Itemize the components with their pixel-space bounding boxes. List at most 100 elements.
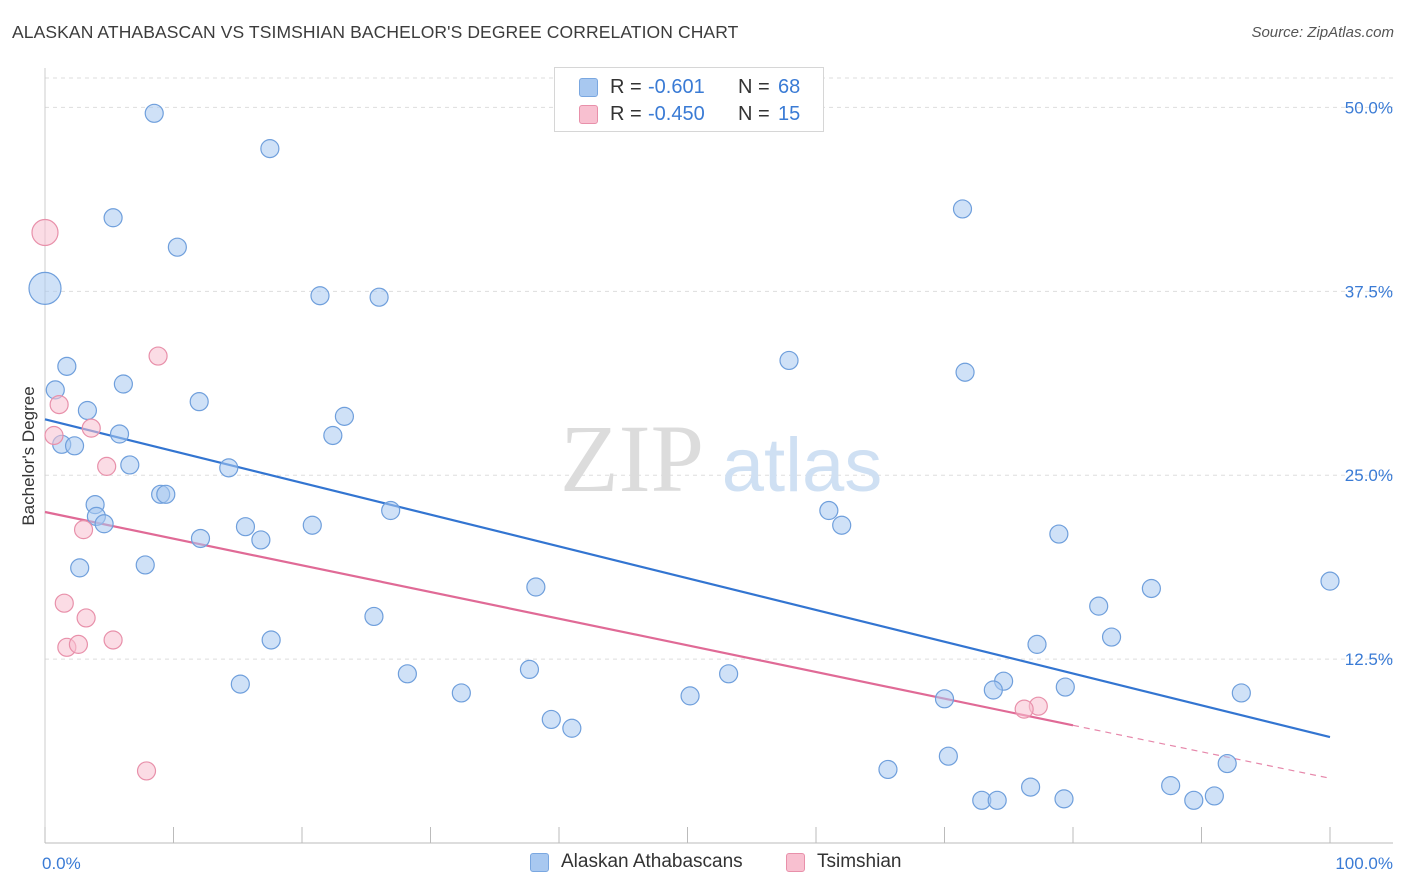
- data-point-athabascan: [719, 664, 739, 684]
- legend-n-value: 15: [778, 102, 801, 125]
- legend-item-athabascan: Alaskan Athabascans: [530, 851, 743, 873]
- x-tick-label: 100.0%: [1335, 854, 1393, 873]
- legend-n-label: N =: [738, 75, 770, 98]
- data-point-athabascan: [519, 659, 540, 680]
- legend-label-tsimshian: Tsimshian: [817, 851, 902, 872]
- data-point-athabascan: [109, 424, 130, 444]
- data-point-athabascan: [934, 689, 955, 709]
- axes: [44, 68, 1393, 844]
- data-point-athabascan: [310, 286, 330, 306]
- legend-label-athabascan: Alaskan Athabascans: [561, 851, 743, 872]
- data-point-tsimshian: [97, 456, 117, 476]
- data-point-athabascan: [190, 528, 211, 549]
- chart-title: ALASKAN ATHABASCAN VS TSIMSHIAN BACHELOR…: [12, 22, 739, 42]
- data-point-tsimshian: [81, 418, 101, 438]
- watermark: ZIP atlas: [560, 405, 882, 512]
- data-point-athabascan: [819, 500, 839, 521]
- legend-swatch-tsimshian: [786, 852, 805, 872]
- data-point-athabascan: [541, 709, 561, 730]
- legend-r-label: R =: [610, 75, 642, 98]
- data-point-athabascan: [235, 517, 256, 537]
- data-point-athabascan: [57, 356, 77, 376]
- y-tick-label: 12.5%: [1345, 650, 1393, 669]
- correlation-legend: R = -0.601 N = 68 R = -0.450 N = 15: [554, 67, 824, 132]
- data-point-athabascan: [1204, 786, 1224, 806]
- watermark-atlas: atlas: [722, 423, 883, 508]
- data-point-tsimshian: [73, 520, 94, 540]
- data-point-athabascan: [1089, 596, 1109, 616]
- trend-line-1: [44, 510, 1074, 727]
- data-point-athabascan: [1320, 571, 1340, 591]
- data-point-tsimshian: [68, 634, 89, 654]
- data-point-tsimshian: [76, 608, 96, 628]
- data-point-athabascan: [1217, 753, 1237, 774]
- data-point-athabascan: [562, 718, 582, 738]
- source-label: Source: ZipAtlas.com: [1251, 24, 1394, 41]
- data-point-tsimshian: [148, 346, 168, 366]
- data-point-tsimshian: [54, 593, 74, 613]
- watermark-zip: ZIP: [560, 405, 704, 512]
- data-point-athabascan: [381, 500, 401, 521]
- data-point-athabascan: [878, 759, 898, 780]
- data-point-athabascan: [1027, 634, 1047, 654]
- data-point-athabascan: [323, 425, 343, 446]
- data-point-athabascan: [70, 558, 90, 578]
- data-point-athabascan: [144, 103, 164, 123]
- data-point-athabascan: [832, 515, 852, 535]
- data-point-athabascan: [64, 436, 85, 456]
- data-points: [28, 103, 1340, 810]
- data-point-athabascan: [167, 237, 187, 257]
- legend-swatch-athabascan: [530, 852, 549, 872]
- tick-labels: 12.5% 25.0% 37.5% 50.0% 0.0% 100.0%: [42, 98, 1393, 873]
- legend-row-athabascan: R = -0.601 N = 68: [579, 74, 800, 100]
- data-point-athabascan: [1055, 677, 1075, 697]
- data-point-athabascan: [77, 400, 98, 421]
- data-point-tsimshian: [136, 761, 157, 781]
- data-point-athabascan: [526, 577, 546, 597]
- y-axis-label: Bachelor's Degree: [19, 386, 38, 525]
- data-point-tsimshian: [49, 394, 69, 415]
- legend-n-label: N =: [738, 102, 770, 125]
- x-tick-label: 0.0%: [42, 854, 81, 873]
- data-point-tsimshian: [103, 630, 123, 650]
- data-point-athabascan: [1231, 683, 1251, 703]
- data-point-athabascan: [120, 455, 140, 475]
- y-tick-label: 25.0%: [1345, 466, 1393, 485]
- data-point-athabascan: [1054, 789, 1074, 809]
- data-point-athabascan: [1161, 776, 1181, 796]
- data-point-athabascan: [397, 664, 417, 684]
- data-point-athabascan: [302, 515, 322, 535]
- legend-r-label: R =: [610, 102, 642, 125]
- data-point-athabascan: [779, 350, 799, 371]
- data-point-athabascan: [364, 606, 384, 627]
- legend-swatch-tsimshian: [579, 104, 598, 124]
- grid-lines: [45, 77, 1393, 660]
- trend-line-0: [44, 418, 1331, 739]
- data-point-athabascan: [230, 674, 250, 694]
- data-point-athabascan: [369, 287, 389, 307]
- data-point-athabascan: [334, 406, 355, 426]
- data-point-athabascan: [260, 139, 280, 159]
- data-point-athabascan: [451, 683, 471, 703]
- data-point-tsimshian: [44, 425, 64, 446]
- data-point-athabascan: [189, 392, 209, 412]
- data-point-athabascan: [113, 374, 133, 394]
- data-point-athabascan: [952, 199, 973, 219]
- trend-lines: [44, 418, 1331, 779]
- data-point-athabascan: [983, 680, 1003, 700]
- data-point-athabascan: [1184, 790, 1204, 810]
- data-point-athabascan: [135, 555, 155, 575]
- legend-r-value: -0.450: [648, 102, 705, 125]
- data-point-tsimshian: [1014, 699, 1034, 719]
- data-point-athabascan: [955, 362, 975, 382]
- data-point-athabascan: [251, 530, 271, 550]
- data-point-athabascan: [1101, 627, 1122, 647]
- series-legend: Alaskan Athabascans Tsimshian: [0, 851, 1406, 877]
- data-point-athabascan: [103, 208, 123, 228]
- data-point-athabascan: [219, 458, 239, 478]
- data-point-athabascan: [987, 790, 1007, 810]
- legend-r-value: -0.601: [648, 75, 705, 98]
- data-point-athabascan: [1141, 578, 1161, 599]
- data-point-athabascan: [28, 271, 62, 305]
- legend-swatch-athabascan: [579, 77, 598, 97]
